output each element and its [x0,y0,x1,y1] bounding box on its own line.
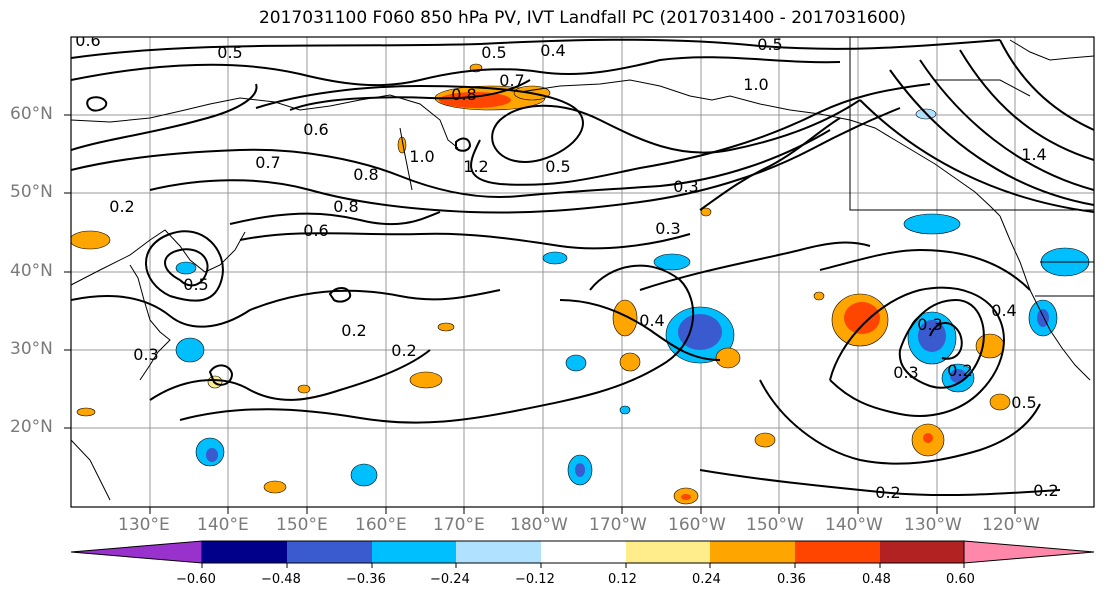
lon-label: 150°E [276,515,328,535]
contour-label: 0.4 [991,301,1016,320]
contour-label: 0.5 [481,43,506,62]
contour-label: 0.4 [639,311,664,330]
contour-label: 0.2 [947,361,972,380]
colorbar-swatch [202,541,287,563]
lat-label: 20°N [10,417,53,437]
colorbar-swatch [287,541,372,563]
lon-label: 130°W [904,515,962,535]
contour-label: 0.3 [917,315,942,334]
map-title: 2017031100 F060 850 hPa PV, IVT Landfall… [258,8,906,28]
contour-label: 0.5 [757,35,782,54]
lon-label: 130°E [118,515,170,535]
lon-label: 120°W [982,515,1040,535]
contour-label: 1.0 [409,147,434,166]
contour-label: 0.2 [875,483,900,502]
lon-label: 160°W [668,515,726,535]
contour-label: 0.3 [655,219,680,238]
contour-label: 0.6 [303,120,328,139]
colorbar-tick-label: −0.24 [430,572,470,587]
colorbar-tick-label: 0.36 [777,572,806,587]
contour-label: 0.5 [545,157,570,176]
lon-label: 170°E [433,515,485,535]
lon-label: 140°W [825,515,883,535]
contour-label: 0.3 [133,345,158,364]
contour-label: 0.5 [217,43,242,62]
contour-label: 0.3 [673,177,698,196]
lon-label: 180°W [510,515,568,535]
colorbar-tick-label: 0.48 [862,572,891,587]
lon-label: 150°W [746,515,804,535]
colorbar-swatch [880,541,964,563]
colorbar-tick-label: 0.60 [946,572,975,587]
contour-label: 0.6 [303,221,328,240]
colorbar-swatch [372,541,456,563]
contour-label: 0.6 [75,31,100,50]
colorbar-extend-right [963,540,1095,564]
contour-label: 0.8 [333,197,358,216]
colorbar [70,540,1095,568]
lon-label: 160°E [355,515,407,535]
lat-label: 30°N [10,339,53,359]
colorbar-swatch [626,541,710,563]
axis-ticks [64,114,1016,514]
colorbar-swatch [541,541,626,563]
pv-contours [71,38,1094,497]
contour-label: 0.2 [109,197,134,216]
contour-label: 0.2 [341,321,366,340]
colorbar-tick-label: −0.36 [346,572,386,587]
contour-label: 0.5 [183,275,208,294]
contour-label: 0.5 [1011,393,1036,412]
contour-label: 0.2 [391,341,416,360]
lon-label: 140°E [197,515,249,535]
contour-label: 0.7 [255,153,280,172]
colorbar-tick-label: −0.60 [176,572,216,587]
lat-label: 60°N [10,104,53,124]
colorbar-tick-label: 0.12 [608,572,637,587]
contour-label: 0.2 [1033,481,1058,500]
colorbar-extend-left [70,540,203,564]
contour-label: 0.7 [499,71,524,90]
colorbar-swatch [456,541,541,563]
colorbar-swatch [795,541,880,563]
contour-label: 1.2 [463,157,488,176]
coastlines [71,37,1094,501]
lat-label: 50°N [10,182,53,202]
contour-label: 0.4 [540,41,565,60]
contour-label: 1.4 [1021,145,1046,164]
contour-label: 0.8 [451,85,476,104]
colorbar-tick-label: 0.24 [692,572,721,587]
colorbar-tick-label: −0.48 [261,572,301,587]
contour-label-layer: 0.6 0.5 0.5 0.4 0.5 0.7 0.8 1.0 1.4 0.6 … [75,31,1058,502]
contour-label: 0.3 [893,363,918,382]
lat-label: 40°N [10,261,53,281]
contour-label: 1.0 [743,75,768,94]
colorbar-swatch [710,541,795,563]
contour-label: 0.8 [353,165,378,184]
colorbar-tick-label: −0.12 [515,572,555,587]
lon-label: 170°W [589,515,647,535]
